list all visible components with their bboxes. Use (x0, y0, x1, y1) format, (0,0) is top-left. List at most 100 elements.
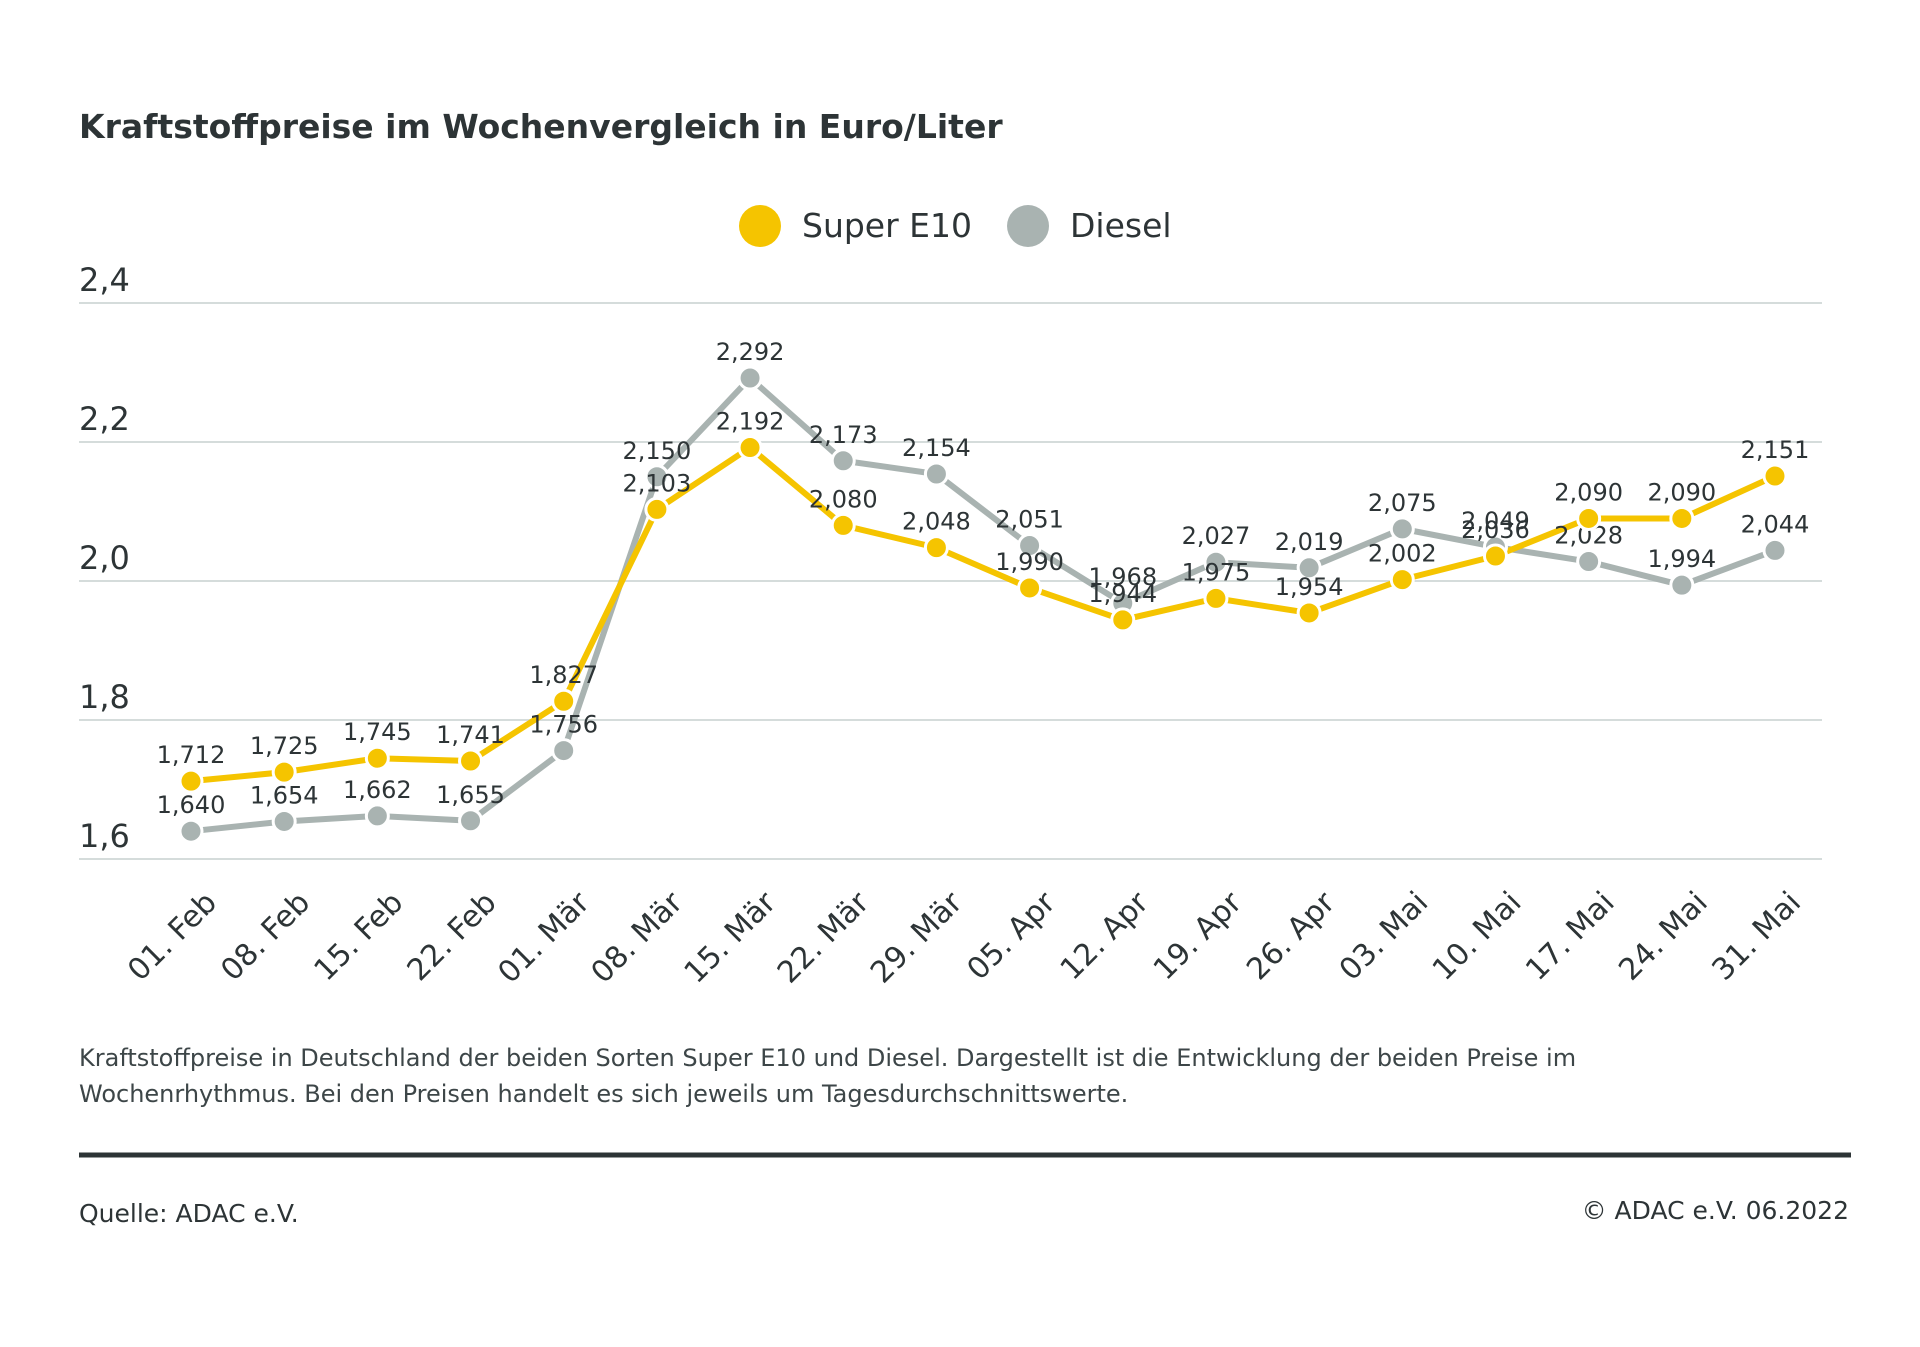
x-tick-label: 17. Mai (1519, 885, 1621, 987)
value-label: 1,994 (1647, 545, 1716, 573)
point (364, 745, 390, 771)
point (1296, 555, 1322, 581)
point (830, 448, 856, 474)
point (830, 512, 856, 538)
x-tick-label: 05. Apr (961, 885, 1063, 987)
value-label: 2,036 (1461, 516, 1530, 544)
value-label: 2,292 (716, 338, 785, 366)
x-tick-label: 29. Mär (864, 885, 970, 991)
y-tick-label: 2,4 (79, 261, 130, 299)
point (1017, 575, 1043, 601)
value-label: 1,968 (1088, 563, 1157, 591)
x-tick-label: 22. Mär (771, 885, 877, 991)
point (644, 496, 670, 522)
point (1576, 549, 1602, 575)
point (737, 435, 763, 461)
value-label: 2,150 (623, 437, 692, 465)
y-tick-label: 2,0 (79, 539, 130, 577)
chart-title: Kraftstoffpreise im Wochenvergleich in E… (79, 107, 1003, 146)
description: Kraftstoffpreise in Deutschland der beid… (79, 1044, 1577, 1108)
x-tick-label: 24. Mai (1612, 885, 1714, 987)
point (1017, 533, 1043, 559)
point (271, 759, 297, 785)
y-tick-label: 1,6 (79, 817, 130, 855)
point (271, 808, 297, 834)
x-tick-label: 12. Apr (1054, 885, 1156, 987)
point (1576, 505, 1602, 531)
value-label: 1,954 (1275, 573, 1344, 601)
legend-marker (739, 205, 781, 247)
x-tick-label: 15. Feb (307, 885, 410, 988)
value-label: 1,654 (250, 781, 319, 809)
value-label: 1,990 (995, 548, 1064, 576)
value-label: 2,090 (1647, 478, 1716, 506)
value-label: 1,712 (157, 741, 226, 769)
x-tick-label: 01. Feb (121, 885, 224, 988)
y-tick-label: 2,2 (79, 400, 130, 438)
x-tick-label: 26. Apr (1240, 885, 1342, 987)
value-label: 2,075 (1368, 489, 1437, 517)
x-tick-label: 15. Mär (678, 885, 784, 991)
value-label: 2,019 (1275, 528, 1344, 556)
point (1389, 516, 1415, 542)
x-tick-label: 08. Feb (214, 885, 317, 988)
point (1762, 463, 1788, 489)
point (1762, 537, 1788, 563)
x-tick-label: 08. Mär (585, 885, 691, 991)
value-label: 2,002 (1368, 540, 1437, 568)
value-label: 1,975 (1182, 558, 1251, 586)
value-label: 2,080 (809, 485, 878, 513)
value-label: 1,741 (436, 721, 505, 749)
point (458, 808, 484, 834)
point (1110, 607, 1136, 633)
copyright: © ADAC e.V. 06.2022 (1582, 1196, 1849, 1225)
point (178, 768, 204, 794)
x-tick-label: 22. Feb (401, 885, 504, 988)
source: Quelle: ADAC e.V. (79, 1199, 299, 1228)
point (1203, 585, 1229, 611)
value-label: 2,049 (1461, 507, 1530, 535)
series-line (190, 444, 1777, 785)
point (923, 461, 949, 487)
value-label: 1,756 (529, 711, 598, 739)
point (737, 365, 763, 391)
point (551, 738, 577, 764)
x-tick-label: 19. Apr (1147, 885, 1249, 987)
series-line (190, 375, 1777, 835)
value-label: 1,640 (157, 791, 226, 819)
x-tick-label: 03. Mai (1333, 885, 1435, 987)
value-label: 2,048 (902, 508, 971, 536)
point (1296, 600, 1322, 626)
value-label: 2,051 (995, 506, 1064, 534)
value-label: 2,173 (809, 421, 878, 449)
value-label: 2,192 (716, 408, 785, 436)
value-label: 2,027 (1182, 522, 1251, 550)
value-label: 2,090 (1554, 478, 1623, 506)
point (551, 688, 577, 714)
value-label: 2,151 (1741, 436, 1810, 464)
y-tick-label: 1,8 (79, 678, 130, 716)
legend-marker (1007, 205, 1050, 247)
value-label: 1,725 (250, 732, 319, 760)
value-label: 2,103 (623, 469, 692, 497)
x-tick-label: 31. Mai (1705, 885, 1807, 987)
x-tick-label: 10. Mai (1426, 885, 1528, 987)
value-label: 1,827 (529, 661, 598, 689)
value-label: 1,745 (343, 718, 412, 746)
legend-label: Super E10 (802, 206, 972, 245)
point (1203, 549, 1229, 575)
point (1482, 543, 1508, 569)
point (1669, 572, 1695, 598)
point (644, 464, 670, 490)
point (458, 748, 484, 774)
legend-label: Diesel (1070, 206, 1172, 245)
point (178, 818, 204, 844)
point (364, 803, 390, 829)
value-label: 2,044 (1741, 510, 1810, 538)
value-label: 1,662 (343, 776, 412, 804)
value-label: 1,944 (1088, 580, 1157, 608)
value-label: 2,154 (902, 434, 971, 462)
point (1669, 505, 1695, 531)
